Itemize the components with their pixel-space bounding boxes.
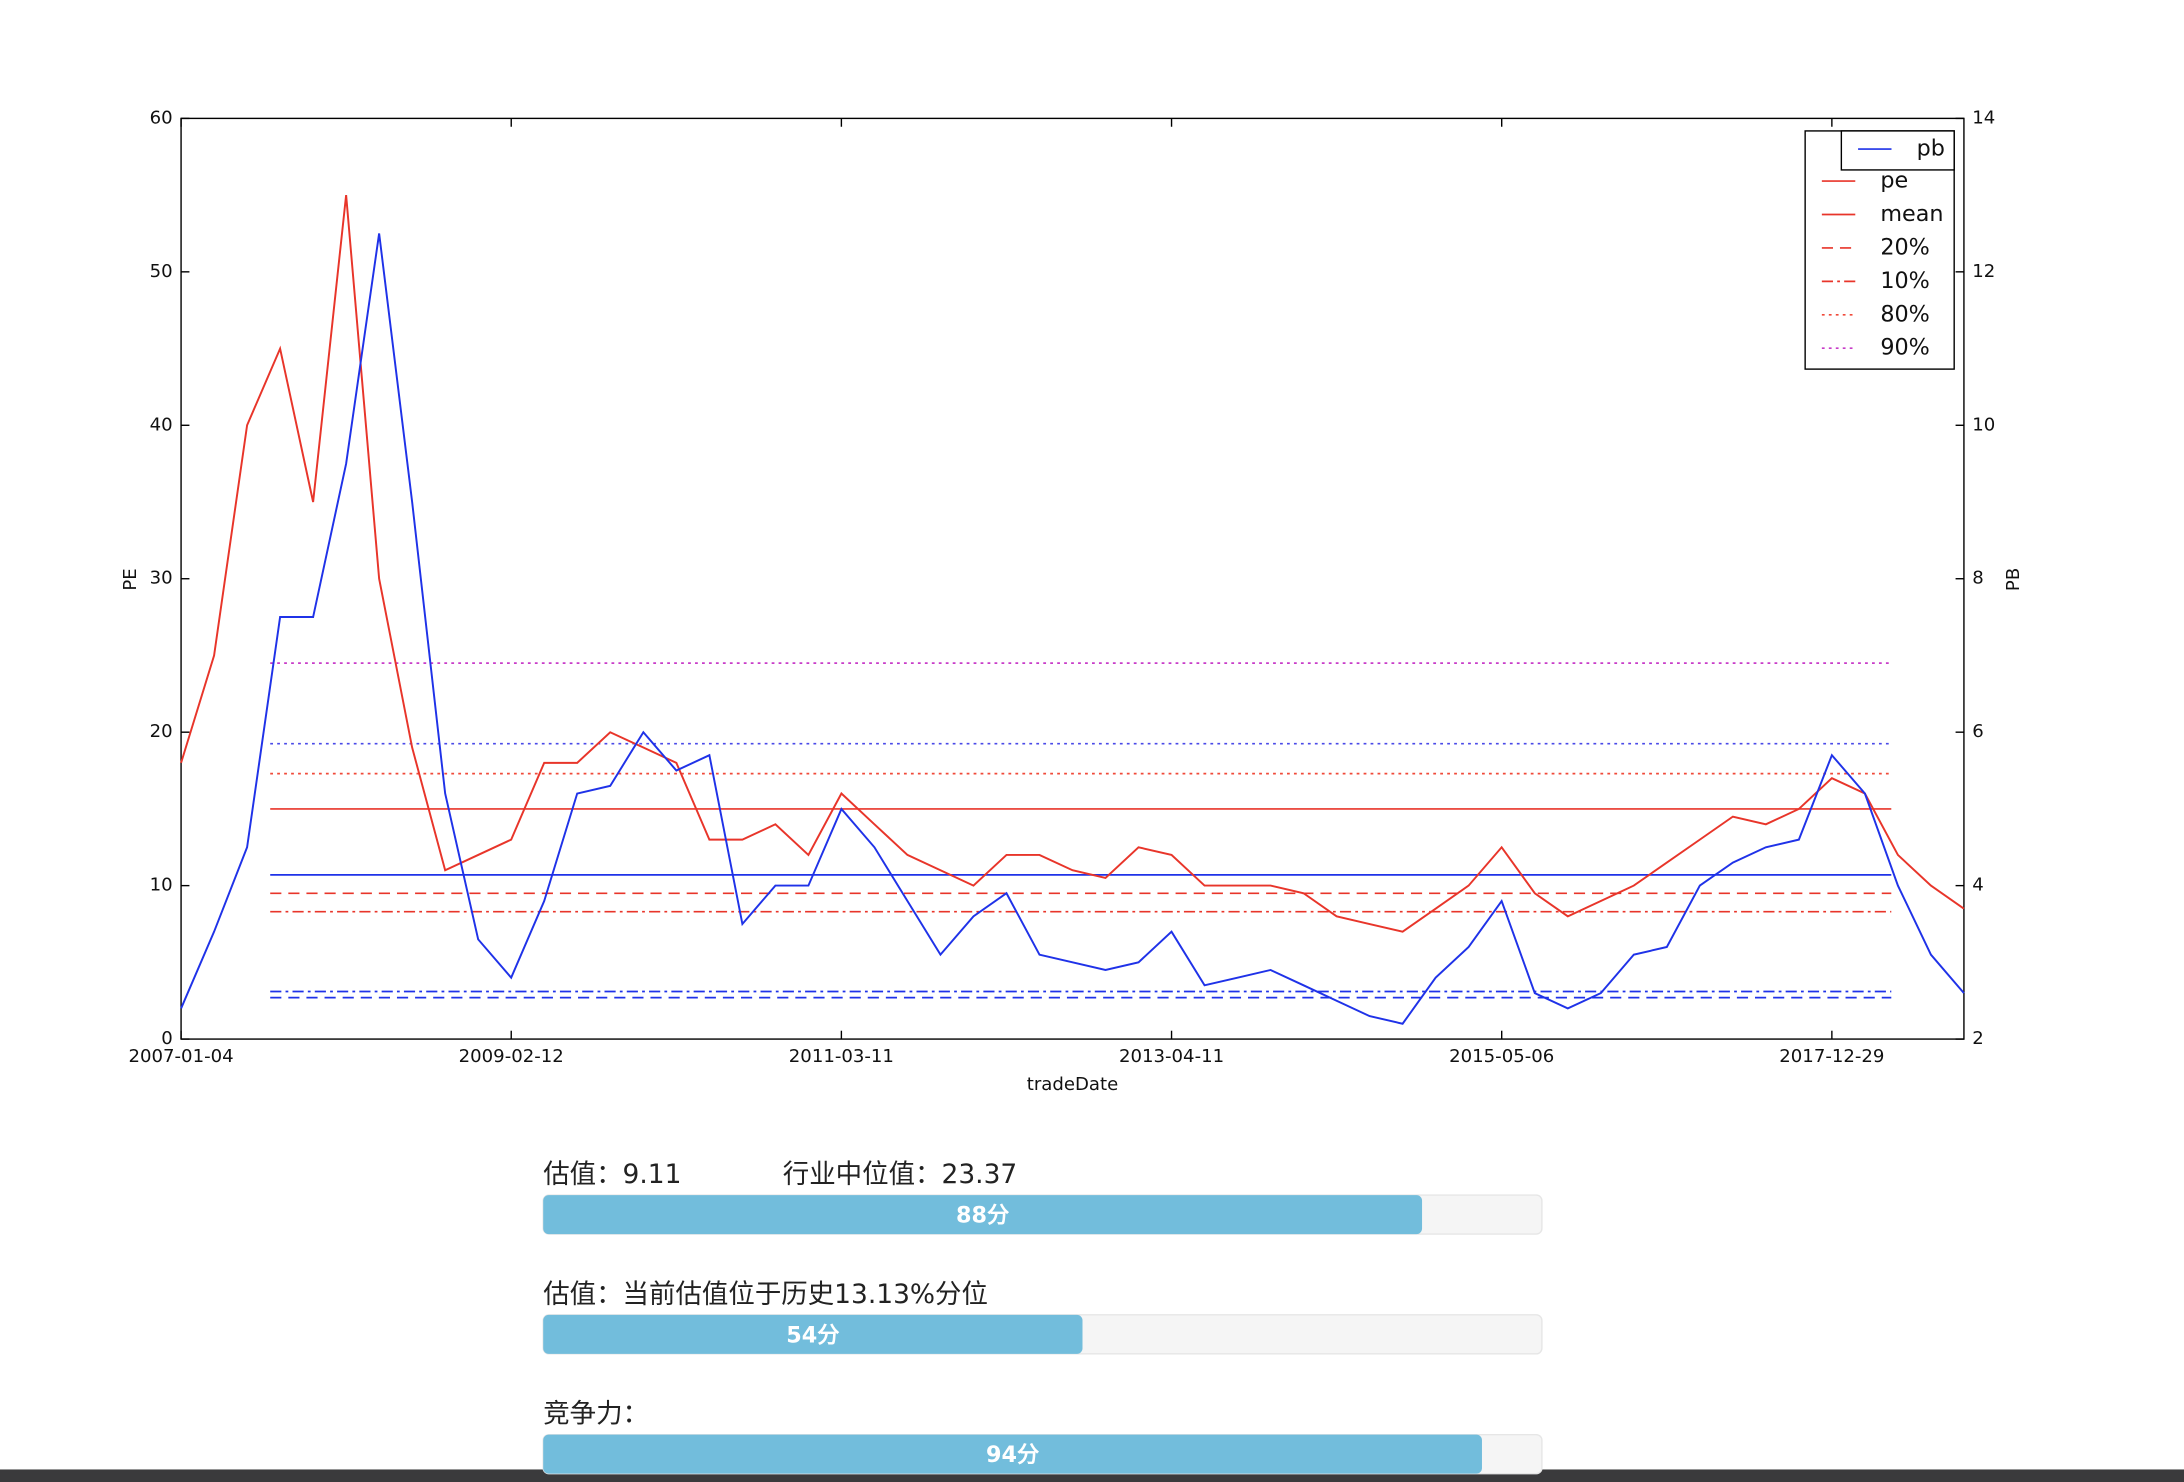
y2-tick-label: 12 [1972,261,1995,282]
y2-tick-label: 8 [1972,568,1984,589]
score-caption: 估值：当前估值位于历史13.13%分位 [543,1279,988,1310]
progress-label: 54分 [786,1322,840,1348]
legend-label: 20% [1880,234,1930,260]
y-axis-label: PE [120,568,141,590]
y2-tick-label: 2 [1972,1028,1984,1049]
x-tick-label: 2007-01-04 [128,1046,233,1067]
y2-axis-label: PB [2003,568,2024,591]
score-caption-extra: 行业中位值：23.37 [783,1159,1017,1190]
progress-label: 94分 [986,1442,1040,1468]
y-tick-label: 40 [150,414,173,435]
y-tick-label: 60 [150,107,173,128]
x-tick-label: 2009-02-12 [459,1046,564,1067]
progress-fill [543,1434,1482,1474]
series-line [180,233,1965,1025]
legend-label: 80% [1880,301,1930,327]
x-tick-label: 2015-05-06 [1449,1046,1554,1067]
legend-label: pe [1880,168,1908,194]
x-axis-label: tradeDate [1027,1074,1119,1095]
y2-tick-label: 6 [1972,721,1984,742]
y-tick-label: 50 [150,261,173,282]
y2-tick-label: 4 [1972,875,1984,896]
legend-label: 10% [1880,268,1930,294]
score-caption: 估值：9.11 [543,1159,681,1190]
y-tick-label: 0 [161,1028,173,1049]
y2-tick-label: 10 [1972,414,1995,435]
legend-box [1840,130,1955,171]
y-tick-label: 20 [150,721,173,742]
progress-fill [543,1314,1083,1354]
progress-fill [543,1195,1423,1235]
y-tick-label: 30 [150,568,173,589]
x-tick-label: 2017-12-29 [1779,1046,1884,1067]
x-tick-label: 2011-03-11 [789,1046,894,1067]
legend-label: 90% [1880,335,1930,361]
series-line [180,195,1965,933]
y2-tick-label: 14 [1972,107,1995,128]
score-caption: 竞争力： [543,1399,649,1430]
x-tick-label: 2013-04-11 [1119,1046,1224,1067]
y-tick-label: 10 [150,875,173,896]
legend-label: pb [1917,136,1945,162]
progress-label: 88分 [956,1202,1010,1228]
legend-label: mean [1880,201,1943,227]
